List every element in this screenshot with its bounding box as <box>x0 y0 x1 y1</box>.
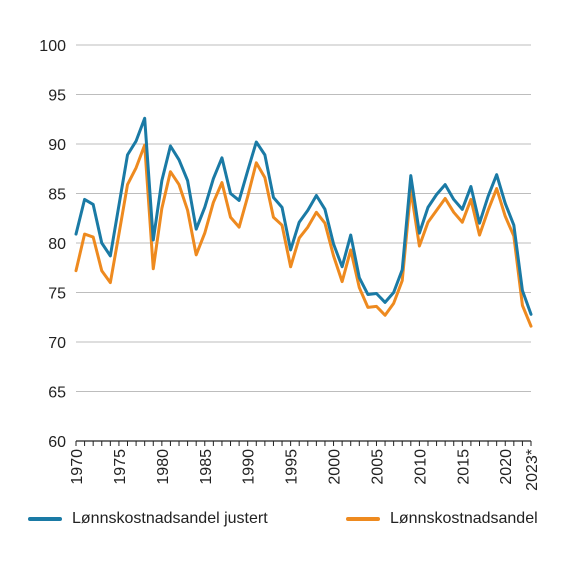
y-tick-labels: 60 65 70 75 80 85 90 95 100 <box>39 38 66 451</box>
x-tick-label: 1985 <box>198 449 215 485</box>
legend: Lønnskostnadsandel justert Lønnskostnads… <box>28 510 568 540</box>
x-tick-label: 2023* <box>524 449 541 491</box>
legend-item-justert: Lønnskostnadsandel justert <box>28 510 268 528</box>
line-chart: 60 65 70 75 80 85 90 95 100 1970 1975 1980 1985 1990… <box>39 38 541 491</box>
y-tick-label: 100 <box>39 38 66 55</box>
legend-swatch-justert <box>28 517 62 521</box>
series-line-0 <box>74 116 533 316</box>
y-tick-label: 95 <box>48 88 66 105</box>
legend-label-justert: Lønnskostnadsandel justert <box>72 510 268 527</box>
x-tick-labels: 1970 1975 1980 1985 1990 1995 2000 2005 2010 2015… <box>69 449 541 491</box>
legend-item-lonnskostnadsandel: Lønnskostnadsandel <box>346 510 538 528</box>
x-tick-label: 2005 <box>369 449 386 485</box>
y-tick-label: 90 <box>48 137 66 154</box>
legend-swatch-lonnskostnadsandel <box>346 517 380 521</box>
x-tick-label: 2010 <box>412 449 429 485</box>
x-tick-label: 1980 <box>155 449 172 485</box>
x-tick-label: 1975 <box>112 449 129 485</box>
y-tick-label: 70 <box>48 335 66 352</box>
x-tick-label: 1990 <box>241 449 258 485</box>
y-tick-label: 85 <box>48 187 66 204</box>
x-axis <box>75 440 532 446</box>
series-lines <box>74 116 533 328</box>
y-tick-label: 80 <box>48 236 66 253</box>
y-tick-label: 75 <box>48 286 66 303</box>
legend-label-lonnskostnadsandel: Lønnskostnadsandel <box>390 510 538 527</box>
y-tick-label: 60 <box>48 434 66 451</box>
x-tick-label: 2000 <box>327 449 344 485</box>
x-tick-label: 2020 <box>498 449 515 485</box>
y-tick-label: 65 <box>48 385 66 402</box>
series-line-1 <box>74 143 533 328</box>
x-tick-label: 2015 <box>455 449 472 485</box>
x-tick-label: 1970 <box>69 449 86 485</box>
x-tick-label: 1995 <box>284 449 301 485</box>
